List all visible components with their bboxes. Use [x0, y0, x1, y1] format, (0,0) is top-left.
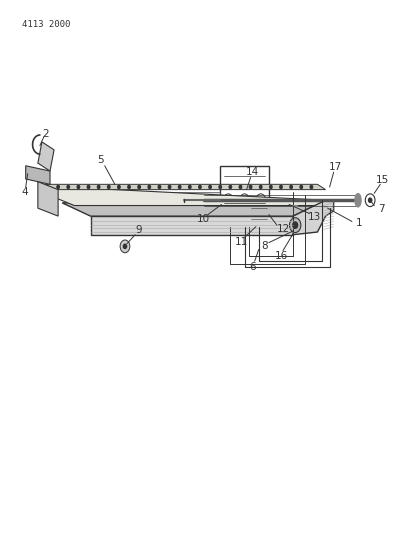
Polygon shape	[251, 203, 267, 224]
Circle shape	[188, 185, 191, 189]
Circle shape	[178, 185, 181, 189]
Circle shape	[227, 198, 230, 203]
Circle shape	[123, 244, 126, 248]
Circle shape	[229, 185, 232, 189]
Polygon shape	[38, 182, 58, 216]
Polygon shape	[62, 200, 326, 216]
Polygon shape	[293, 200, 334, 235]
Circle shape	[259, 198, 262, 203]
Circle shape	[243, 198, 246, 203]
Polygon shape	[271, 200, 283, 227]
Circle shape	[368, 198, 372, 203]
Circle shape	[239, 185, 242, 189]
Polygon shape	[26, 166, 50, 184]
Text: 10: 10	[197, 214, 210, 224]
Text: 14: 14	[246, 167, 259, 177]
Circle shape	[148, 185, 151, 189]
Ellipse shape	[355, 193, 361, 207]
Circle shape	[199, 185, 201, 189]
Circle shape	[169, 185, 171, 189]
Circle shape	[293, 222, 297, 228]
Circle shape	[98, 185, 100, 189]
Circle shape	[108, 185, 110, 189]
Circle shape	[67, 185, 69, 189]
Polygon shape	[46, 184, 326, 190]
Text: 16: 16	[274, 251, 288, 261]
Text: 17: 17	[329, 162, 342, 172]
Text: 2: 2	[42, 129, 49, 139]
Circle shape	[87, 185, 90, 189]
Circle shape	[310, 185, 313, 189]
Polygon shape	[172, 192, 220, 208]
Circle shape	[128, 185, 130, 189]
Text: 6: 6	[249, 262, 256, 271]
Circle shape	[219, 185, 222, 189]
Text: 7: 7	[378, 204, 385, 214]
Text: 15: 15	[376, 175, 389, 185]
Circle shape	[57, 185, 59, 189]
Text: 4: 4	[22, 187, 28, 197]
Circle shape	[259, 185, 262, 189]
Text: 5: 5	[98, 156, 104, 165]
Circle shape	[77, 185, 80, 189]
Text: 12: 12	[276, 224, 290, 235]
Text: 1: 1	[356, 218, 363, 228]
Text: 13: 13	[308, 212, 321, 222]
Circle shape	[138, 185, 140, 189]
Circle shape	[158, 185, 161, 189]
Text: 9: 9	[136, 225, 142, 236]
Text: 11: 11	[235, 237, 248, 247]
Text: 4113 2000: 4113 2000	[22, 20, 70, 29]
Circle shape	[249, 185, 252, 189]
Text: 8: 8	[262, 241, 268, 252]
Polygon shape	[38, 142, 54, 171]
Polygon shape	[91, 216, 293, 235]
Circle shape	[290, 217, 301, 232]
Circle shape	[290, 185, 293, 189]
Circle shape	[300, 185, 302, 189]
Circle shape	[280, 185, 282, 189]
Polygon shape	[42, 187, 326, 206]
Circle shape	[270, 185, 272, 189]
Circle shape	[209, 185, 211, 189]
Circle shape	[118, 185, 120, 189]
Circle shape	[120, 240, 130, 253]
